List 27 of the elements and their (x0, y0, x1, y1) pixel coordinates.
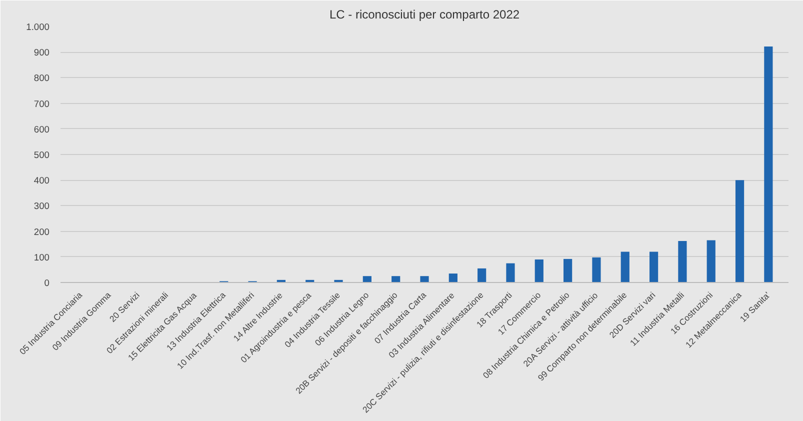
y-tick-label: 900 (34, 48, 50, 58)
y-tick-label: 300 (34, 201, 50, 212)
bar (564, 258, 572, 282)
bar (678, 241, 687, 282)
bar (592, 257, 601, 282)
bar (534, 259, 544, 282)
y-tick-label: 800 (34, 73, 50, 84)
bar (706, 240, 716, 282)
chart-title: LC - riconosciuti per comparto 2022 (329, 8, 520, 22)
y-tick-label: 600 (34, 124, 50, 134)
y-tick-label: 0 (44, 278, 50, 288)
bar (448, 274, 458, 282)
bar (506, 263, 515, 282)
bar (478, 268, 486, 282)
y-tick-label: 700 (34, 98, 50, 109)
bar (420, 276, 429, 282)
bar (362, 276, 372, 282)
bar (392, 276, 400, 282)
bar (764, 46, 773, 282)
bar (649, 252, 658, 282)
y-tick-label: 100 (34, 252, 50, 262)
y-tick-label: 200 (34, 226, 50, 237)
y-tick-label: 400 (34, 176, 50, 186)
bar (620, 252, 630, 282)
bar (735, 180, 744, 282)
y-tick-label: 1.000 (26, 22, 50, 32)
y-tick-label: 500 (34, 150, 50, 160)
